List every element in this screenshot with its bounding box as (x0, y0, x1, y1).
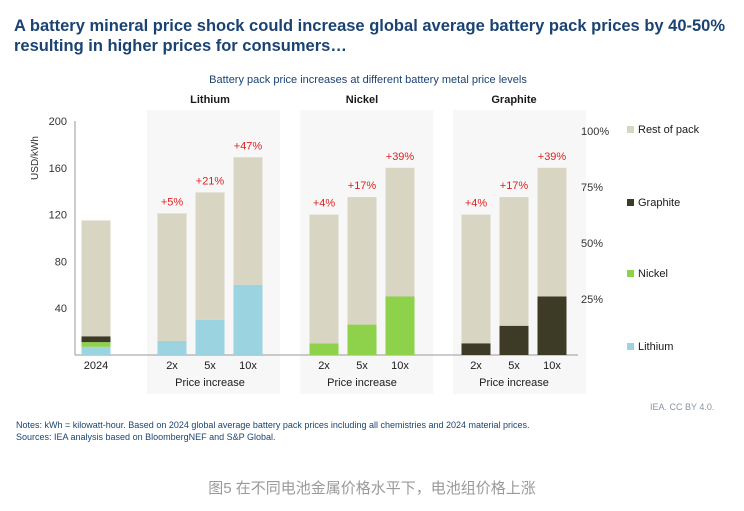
bar-segment-rest-of-pack (499, 197, 529, 326)
bar-annotation: +17% (500, 180, 529, 192)
chart-title: Battery pack price increases at differen… (209, 74, 527, 86)
x-tick-label: 10x (543, 360, 561, 372)
bar-annotation: +4% (465, 198, 488, 210)
bar-segment-rest-of-pack (347, 197, 377, 325)
bar-segment-rest-of-pack (81, 220, 111, 337)
bar-segment-rest-of-pack (157, 213, 187, 341)
bar-segment-rest-of-pack (195, 192, 225, 320)
bar-segment-rest-of-pack (461, 214, 491, 344)
notes-block: Notes: kWh = kilowatt-hour. Based on 202… (16, 419, 530, 443)
bar-segment-nickel (81, 342, 111, 347)
x-tick-label: 5x (356, 360, 368, 372)
legend-label: Lithium (638, 341, 673, 353)
bar-segment-nickel (347, 324, 377, 355)
legend-swatch (627, 199, 634, 206)
x-tick-label: 10x (391, 360, 409, 372)
right-axis-label: 100% (581, 126, 609, 138)
bar-segment-nickel (309, 343, 339, 355)
bar-annotation: +5% (161, 196, 184, 208)
bar-annotation: +39% (538, 151, 567, 163)
bar-segment-graphite (537, 296, 567, 355)
bar-segment-rest-of-pack (309, 214, 339, 344)
x-tick-label: 5x (204, 360, 216, 372)
sources-line: Sources: IEA analysis based on Bloomberg… (16, 432, 276, 442)
bar-annotation: +39% (386, 151, 415, 163)
x-axis-title: Price increase (479, 377, 549, 389)
bar-segment-lithium (195, 319, 225, 355)
bar-segment-nickel (385, 296, 415, 355)
legend-label: Graphite (638, 197, 680, 209)
group-label: Graphite (491, 94, 536, 106)
bar-segment-lithium (233, 284, 263, 355)
y-tick-label: 40 (55, 303, 67, 315)
legend-swatch (627, 270, 634, 277)
group-label: Nickel (346, 94, 378, 106)
legend-label: Rest of pack (638, 124, 700, 136)
right-axis-label: 50% (581, 238, 603, 250)
x-tick-label: 2024 (84, 360, 108, 372)
bar-annotation: +47% (234, 140, 263, 152)
right-axis-label: 75% (581, 182, 603, 194)
bar-segment-graphite (81, 336, 111, 343)
bar-segment-rest-of-pack (385, 167, 415, 297)
x-axis-title: Price increase (175, 377, 245, 389)
x-axis-title: Price increase (327, 377, 397, 389)
x-tick-label: 2x (166, 360, 178, 372)
bar-annotation: +17% (348, 180, 377, 192)
y-tick-label: 200 (49, 116, 67, 128)
right-axis-label: 25% (581, 294, 603, 306)
license-text: IEA. CC BY 4.0. (650, 402, 715, 412)
x-tick-label: 5x (508, 360, 520, 372)
group-label: Lithium (190, 94, 230, 106)
bar-segment-rest-of-pack (233, 157, 263, 285)
y-tick-label: 80 (55, 256, 67, 268)
bar-annotation: +21% (196, 175, 225, 187)
bar-annotation: +4% (313, 198, 336, 210)
legend-swatch (627, 343, 634, 350)
legend-swatch (627, 126, 634, 133)
bar-segment-graphite (461, 343, 491, 355)
figure-caption: 图5 在不同电池金属价格水平下，电池组价格上涨 (208, 480, 536, 497)
x-tick-label: 10x (239, 360, 257, 372)
y-tick-label: 160 (49, 163, 67, 175)
bar-segment-lithium (157, 340, 187, 355)
bar-segment-graphite (499, 325, 529, 355)
bar-segment-rest-of-pack (537, 167, 567, 297)
y-tick-label: 120 (49, 210, 67, 222)
x-tick-label: 2x (470, 360, 482, 372)
notes-line: Notes: kWh = kilowatt-hour. Based on 202… (16, 420, 530, 430)
chart-headline: A battery mineral price shock could incr… (14, 17, 726, 55)
y-axis-label: USD/kWh (30, 136, 41, 180)
bar-segment-lithium (81, 346, 111, 355)
x-tick-label: 2x (318, 360, 330, 372)
legend-label: Nickel (638, 268, 668, 280)
